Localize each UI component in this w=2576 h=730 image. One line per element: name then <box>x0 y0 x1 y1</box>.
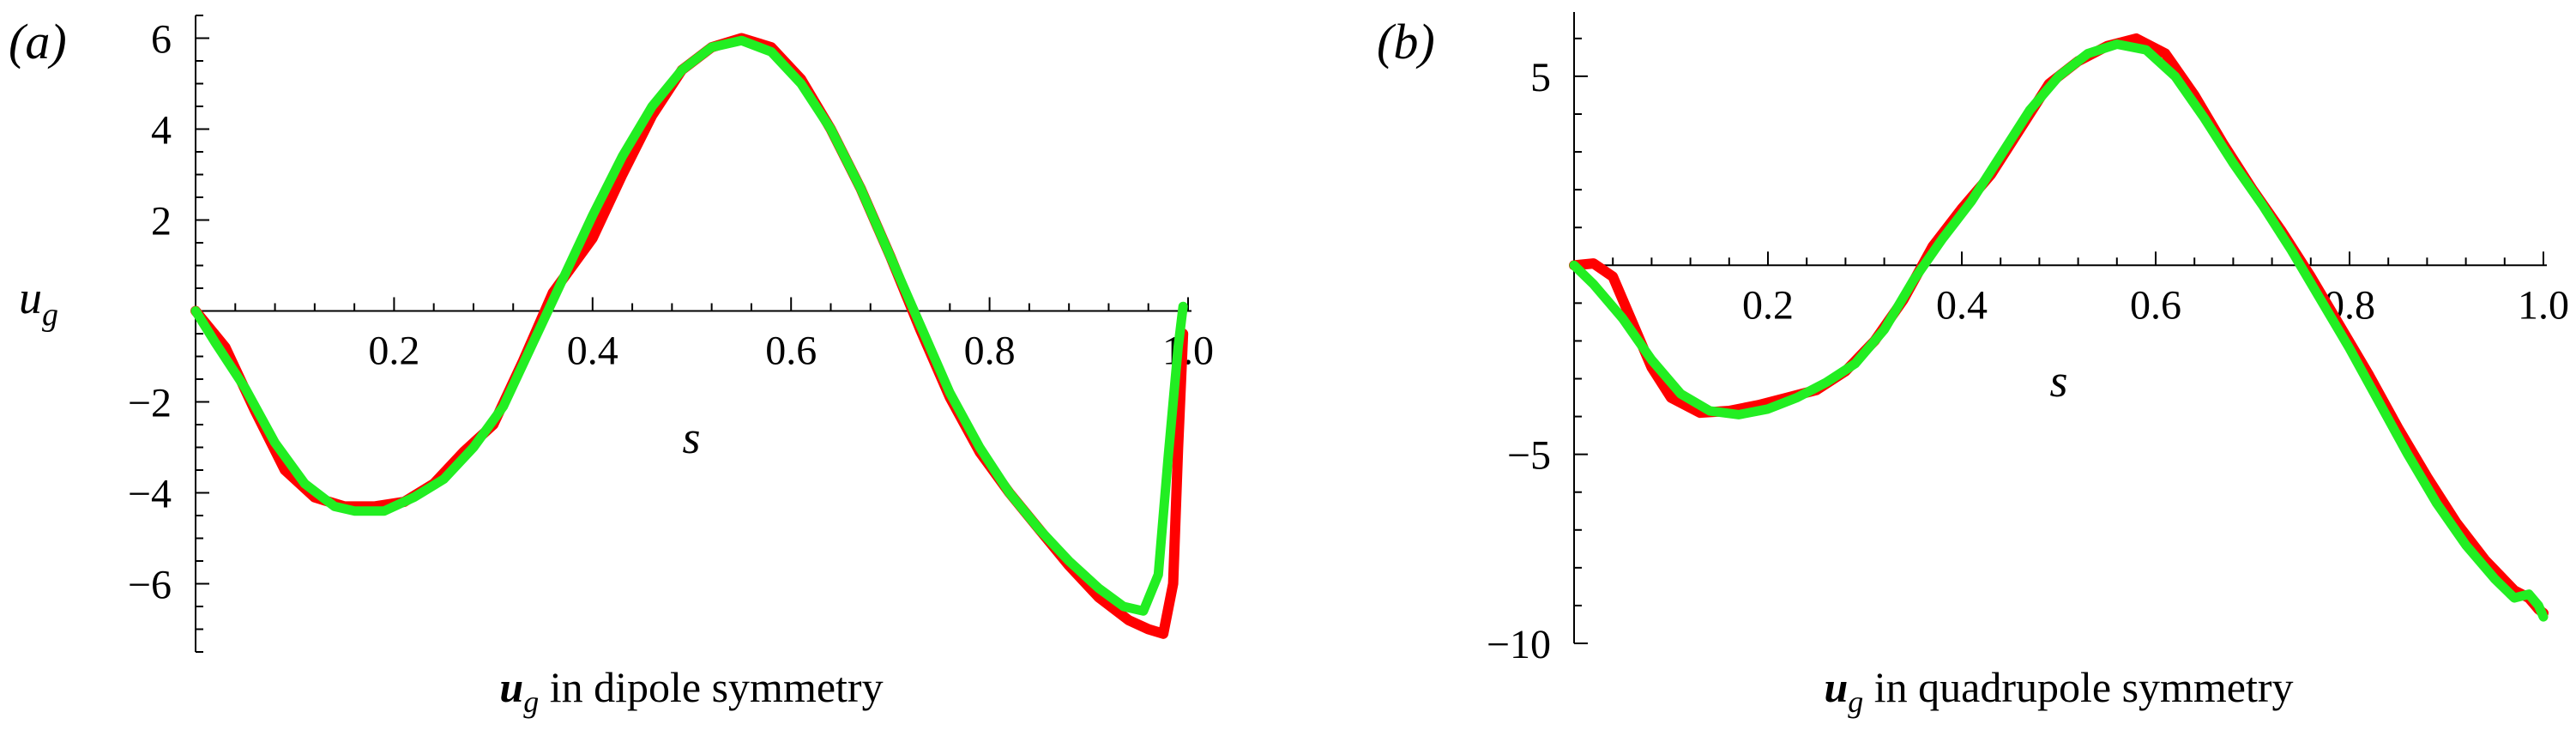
series-line-red <box>190 33 1189 639</box>
panel-label: (a) <box>9 14 67 69</box>
y-tick-label: −5 <box>1507 433 1551 479</box>
series-line-green <box>190 35 1188 616</box>
y-axis-label: ug <box>19 272 58 333</box>
y-tick-label: 2 <box>151 199 172 244</box>
series-line-green <box>1569 39 2549 622</box>
caption: ug in quadrupole symmetry <box>1824 663 2293 719</box>
y-tick-label: 4 <box>151 108 172 154</box>
panel-b: 0.2 0.4 0.6 0.8 1.0−10−55(b)sug in quadrupol… <box>1377 12 2569 719</box>
series-line-red <box>1569 33 2549 618</box>
caption: ug in dipole symmetry <box>499 663 883 719</box>
x-tick-label: 0.6 <box>2130 282 2181 328</box>
x-tick-label: 1.0 <box>2518 282 2569 328</box>
x-axis-label: s <box>2049 355 2067 407</box>
x-tick-label: 0.2 <box>368 329 419 374</box>
y-tick-label: 5 <box>1530 55 1551 100</box>
y-tick-label: −2 <box>128 381 172 426</box>
y-tick-label: −4 <box>128 472 172 517</box>
x-tick-label: 0.4 <box>567 329 618 374</box>
panel-label: (b) <box>1377 14 1435 69</box>
y-tick-label: −6 <box>128 563 172 608</box>
x-tick-label: 0.2 <box>1742 282 1794 328</box>
x-tick-label: 0.8 <box>964 329 1016 374</box>
x-tick-label: 0.4 <box>1936 282 1988 328</box>
x-axis-label: s <box>682 412 700 463</box>
y-tick-label: −10 <box>1487 622 1551 667</box>
y-tick-label: 6 <box>151 17 172 63</box>
x-tick-label: 0.6 <box>765 329 817 374</box>
